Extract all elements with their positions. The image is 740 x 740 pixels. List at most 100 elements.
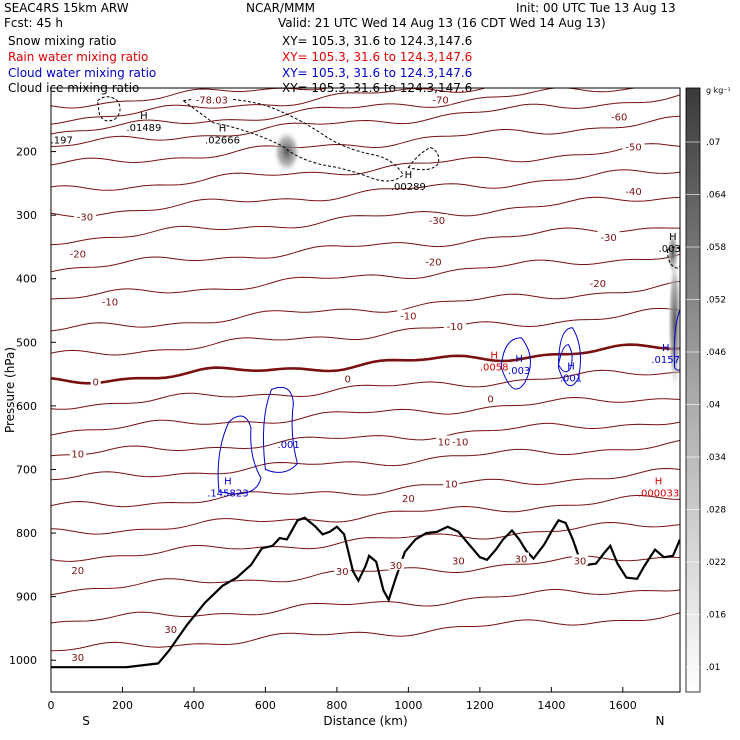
isotherm-line: [51, 88, 488, 125]
field-cloudwater-name: Cloud water mixing ratio: [8, 66, 157, 80]
isotherm-label: -60: [611, 113, 627, 124]
isotherm-label: 30: [164, 625, 177, 636]
extremum-value: .145823: [207, 489, 248, 500]
isotherm-label-bg: [387, 558, 404, 570]
isotherm-label-bg: [597, 230, 620, 242]
isotherm-label-bg: [586, 277, 609, 289]
isotherm-label: 30: [390, 561, 403, 572]
isotherm-label: 30: [336, 567, 349, 578]
model-title: SEAC4RS 15km ARW: [4, 1, 129, 15]
extremum-mark: H: [490, 351, 498, 362]
cloud-water-outline: [673, 308, 680, 371]
isotherm-label-bg: [397, 309, 420, 321]
field-rain-xy: XY= 105.3, 31.6 to 124.3,147.6: [282, 50, 473, 64]
extremum-value: .01489: [126, 123, 161, 134]
colorbar-tick-label: .058: [706, 243, 726, 253]
isotherm-line: [51, 589, 680, 624]
colorbar-unit: g kg⁻¹: [706, 86, 731, 95]
isotherm-line: [51, 94, 680, 147]
isotherm-label: -10: [102, 298, 118, 309]
y-tick-label: 500: [16, 336, 37, 349]
y-tick-label: 900: [16, 591, 37, 604]
y-tick-label: 300: [16, 209, 37, 222]
y-tick-label: 200: [16, 146, 37, 159]
isotherm-label: 0: [92, 378, 98, 389]
isotherm-label: -10: [447, 322, 463, 333]
x-tick-label: 400: [183, 699, 204, 712]
isotherm-label: 10: [438, 437, 451, 448]
isotherm-label-bg: [485, 392, 496, 404]
extremum-mark: H: [219, 124, 227, 135]
isotherm-label-bg: [449, 435, 472, 447]
isotherm-label: 10: [445, 479, 458, 490]
isotherm-label: 30: [71, 653, 84, 664]
y-tick-label: 700: [16, 463, 37, 476]
isotherm-label-bg: [69, 651, 86, 663]
isotherm-label: -70: [432, 95, 448, 106]
endpoint-south: S: [82, 714, 90, 728]
isotherm-label: -30: [600, 233, 616, 244]
isotherm-line: [51, 467, 680, 508]
extremum-value: .00289: [391, 182, 426, 193]
cloud-water-outline: [217, 415, 262, 495]
isotherm-label: -10: [452, 437, 468, 448]
extremum-mark: H: [655, 477, 663, 488]
snow-shading: [272, 129, 301, 174]
init-time: Init: 00 UTC Tue 13 Aug 13: [516, 1, 676, 15]
x-tick-label: 800: [326, 699, 347, 712]
isotherm-line: [51, 143, 680, 191]
isotherm-label: 0: [344, 375, 350, 386]
colorbar-tick-label: .04: [706, 401, 721, 411]
extremum-value: .001: [560, 373, 582, 384]
isotherm-label-bg: [608, 110, 631, 122]
colorbar-tick-label: .046: [706, 348, 726, 358]
x-tick-label: 600: [255, 699, 276, 712]
x-tick-label: 1200: [466, 699, 494, 712]
isotherm-line: [51, 421, 680, 457]
field-rain-name: Rain water mixing ratio: [8, 50, 149, 64]
isotherm-line: [51, 521, 680, 562]
isotherm-label-bg: [69, 563, 86, 575]
isotherm-label-bg: [429, 93, 452, 105]
isotherm-label: -20: [70, 249, 86, 260]
isotherm-label-bg: [512, 552, 529, 564]
isotherm-line: [51, 88, 639, 135]
forecast-hour: Fcst: 45 h: [4, 16, 64, 30]
field-cloudwater-xy: XY= 105.3, 31.6 to 124.3,147.6: [282, 66, 473, 80]
isotherm-label-bg: [622, 140, 645, 152]
extremum-mark: H: [669, 232, 677, 243]
colorbar-tick-label: .01: [706, 663, 720, 673]
extremum-value: .0058: [480, 363, 509, 374]
isotherm-label: -50: [625, 142, 641, 153]
isotherm-label-bg: [69, 447, 86, 459]
cloud-water-outline: [262, 386, 298, 473]
isotherm-line: [51, 196, 680, 246]
cloud-water-outline: [500, 337, 531, 390]
extremum-mark: H: [662, 343, 670, 354]
x-tick-label: 1000: [394, 699, 422, 712]
x-tick-label: 1600: [609, 699, 637, 712]
isotherm-label-bg: [334, 565, 351, 577]
isotherm-line: [51, 494, 680, 535]
isotherm-label: -78.03: [196, 95, 228, 106]
isotherm-line: [51, 396, 680, 436]
extremum-mark: H: [405, 170, 413, 181]
isotherm-label-bg: [73, 210, 96, 222]
field-snow-name: Snow mixing ratio: [8, 34, 117, 48]
colorbar-tick-label: .022: [706, 558, 726, 568]
ice-outline: [96, 96, 121, 122]
isotherm-label-bg: [436, 435, 453, 447]
x-tick-label: 0: [48, 699, 55, 712]
valid-time: Valid: 21 UTC Wed 14 Aug 13 (16 CDT Wed …: [278, 16, 606, 30]
colorbar-tick-label: .052: [706, 296, 726, 306]
isotherm-label-bg: [450, 554, 467, 566]
isotherm-label-bg: [342, 372, 353, 384]
ice-shading: [667, 253, 680, 394]
cloud-water-outline: [557, 327, 581, 387]
y-tick-label: 400: [16, 273, 37, 286]
colorbar-tick-label: .064: [706, 191, 726, 201]
isotherm-label-bg: [443, 477, 460, 489]
isotherm-label: 30: [574, 556, 587, 567]
isotherm-label: 20: [402, 494, 415, 505]
